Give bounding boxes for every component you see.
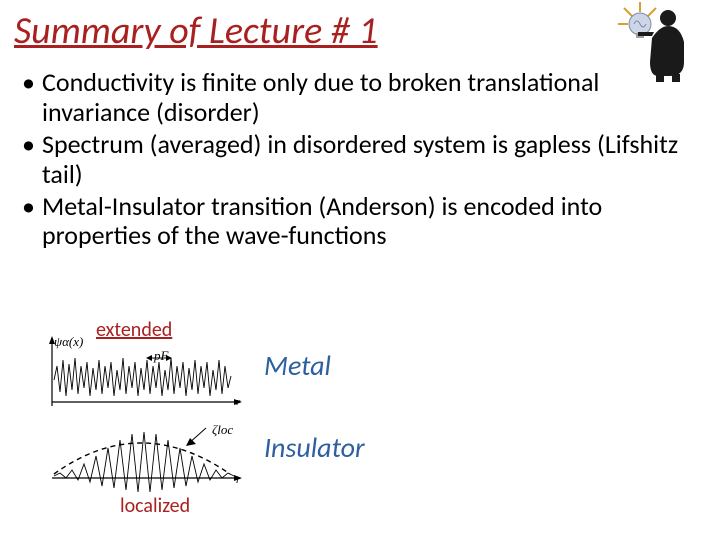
psi-axis-label: ψα(x) — [54, 334, 83, 350]
r-label-bottom: r — [236, 474, 240, 486]
wavefunction-figure: extended Metal Insulator localized ψα(x)… — [30, 318, 690, 518]
pf-label: pF — [154, 348, 168, 364]
bullet-list: Conductivity is finite only due to broke… — [0, 60, 720, 251]
bullet-item: Metal-Insulator transition (Anderson) is… — [20, 192, 700, 252]
bullet-item: Conductivity is finite only due to broke… — [20, 68, 700, 128]
bullet-item: Spectrum (averaged) in disordered system… — [20, 130, 700, 190]
zloc-label: ζloc — [212, 422, 233, 438]
idea-person-icon — [602, 2, 692, 82]
insulator-label: Insulator — [264, 430, 365, 465]
r-label-top: r — [236, 396, 240, 408]
metal-label: Metal — [264, 348, 331, 383]
localized-label: localized — [120, 494, 190, 518]
wave-plots: ψα(x) pF ζloc r r — [30, 336, 250, 496]
